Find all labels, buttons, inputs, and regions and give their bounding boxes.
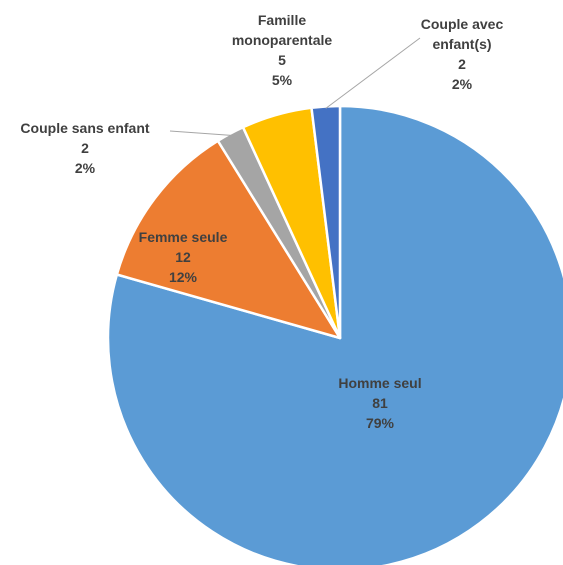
data-label: Couple avec enfant(s) 2 2% — [421, 16, 504, 92]
pie-slice-couple-avec-enfant-s — [310, 104, 342, 340]
leader-line — [325, 37, 421, 109]
data-label: Homme seul 81 79% — [338, 375, 421, 431]
pie-slices — [106, 104, 563, 565]
pie-slice-homme-seul — [106, 104, 563, 565]
data-label: Femme seule 12 12% — [139, 229, 228, 285]
data-label: Couple sans enfant 2 2% — [20, 120, 149, 176]
leader-line — [169, 130, 232, 136]
data-labels: Homme seul 81 79% Femme seule 12 12% Couple sa… — [20, 12, 503, 431]
leader-lines — [169, 37, 421, 136]
data-label: Famille monoparentale 5 5% — [232, 12, 333, 88]
pie-slice-femme-seule — [115, 139, 342, 340]
